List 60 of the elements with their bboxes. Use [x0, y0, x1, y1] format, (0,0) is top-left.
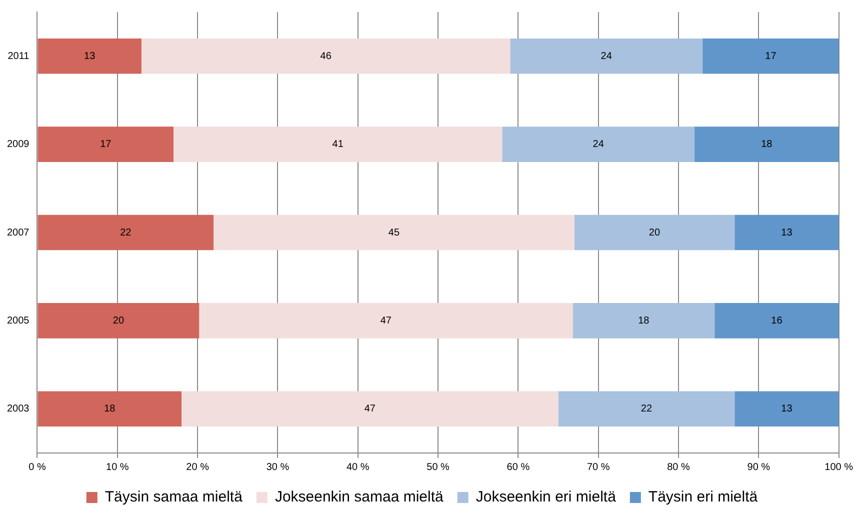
- data-label: 24: [600, 50, 612, 62]
- x-tick-label: 0 %: [28, 462, 46, 473]
- bar: [572, 303, 715, 338]
- x-tick-label: 70 %: [586, 462, 610, 473]
- x-tick-label: 20 %: [186, 462, 210, 473]
- legend-label: Täysin samaa mieltä: [104, 488, 244, 506]
- data-label: 41: [332, 139, 344, 150]
- bar: [174, 126, 502, 162]
- x-tick-label: 60 %: [506, 462, 530, 473]
- y-tick-label: 2011: [8, 50, 30, 62]
- x-tick-label: 100 %: [824, 462, 854, 473]
- data-label: 13: [84, 50, 96, 62]
- bar: [199, 303, 573, 338]
- data-label: 17: [100, 139, 112, 150]
- bar: [214, 214, 574, 250]
- bar: [702, 38, 839, 74]
- legend-label: Jokseenkin samaa mieltä: [274, 488, 444, 506]
- bar: [734, 214, 839, 250]
- data-label: 20: [648, 227, 660, 238]
- bar: [38, 214, 214, 250]
- bar: [694, 126, 839, 162]
- bar: [734, 391, 839, 427]
- data-label: 18: [104, 404, 116, 415]
- legend-label: Täysin eri mieltä: [648, 488, 758, 506]
- data-label: 13: [781, 227, 793, 238]
- bar: [574, 214, 735, 250]
- data-label: 45: [388, 227, 400, 238]
- data-label: 17: [765, 50, 777, 62]
- x-tick-label: 50 %: [426, 462, 450, 473]
- legend-label: Jokseenkin eri mieltä: [476, 488, 617, 506]
- x-tick-label: 10 %: [106, 462, 129, 473]
- x-tick-label: 90 %: [747, 462, 770, 473]
- bar: [38, 303, 200, 338]
- data-label: 18: [638, 315, 650, 326]
- y-tick-label: 2009: [6, 139, 30, 150]
- data-label: 22: [120, 227, 132, 238]
- x-tick-label: 30 %: [266, 462, 290, 473]
- bar: [38, 126, 174, 162]
- data-label: 16: [771, 315, 783, 326]
- x-tick-label: 80 %: [667, 462, 690, 473]
- y-tick-label: 2003: [6, 404, 30, 415]
- bar: [182, 391, 558, 427]
- bar: [38, 391, 182, 427]
- x-tick-label: 40 %: [346, 462, 370, 473]
- y-tick-label: 2007: [6, 227, 30, 238]
- data-label: 13: [781, 404, 793, 415]
- data-label: 46: [320, 50, 332, 62]
- data-label: 24: [592, 139, 604, 150]
- bar: [38, 38, 142, 74]
- data-label: 22: [640, 404, 652, 415]
- data-label: 20: [112, 315, 124, 326]
- data-label: 18: [761, 139, 773, 150]
- data-label: 47: [380, 315, 392, 326]
- y-tick-label: 2005: [6, 315, 30, 326]
- bar: [558, 391, 735, 427]
- data-label: 47: [364, 404, 376, 415]
- bar: [510, 38, 703, 74]
- bar: [141, 38, 510, 74]
- bar: [502, 126, 695, 162]
- bar: [714, 303, 839, 338]
